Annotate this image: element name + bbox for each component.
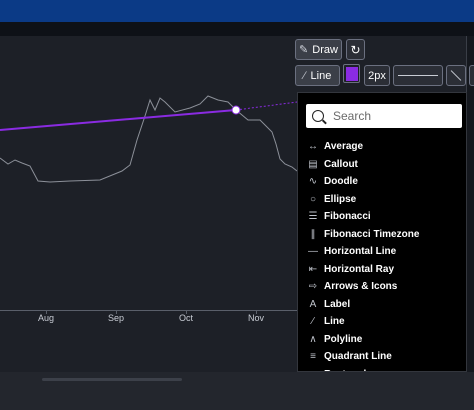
menu-item-fibonacci[interactable]: ☰ Fibonacci xyxy=(298,208,466,225)
polyline-icon: ∧ xyxy=(309,333,317,345)
x-tick-mark xyxy=(256,310,257,314)
average-icon: ↔ xyxy=(308,141,318,152)
line-width-selector[interactable]: 2px xyxy=(364,65,390,86)
pencil-icon: ✎ xyxy=(299,44,309,56)
arrow-icon: ⇨ xyxy=(308,281,318,292)
drawing-tool-label: Line xyxy=(310,69,332,82)
price-series-line xyxy=(0,95,298,183)
undo-icon: ↻ xyxy=(350,42,361,57)
x-tick-mark xyxy=(46,310,47,314)
x-tick-label: Sep xyxy=(107,313,125,323)
menu-item-label: Average xyxy=(324,141,364,152)
menu-item-ellipse[interactable]: ○ Ellipse xyxy=(298,191,466,208)
x-axis xyxy=(0,310,474,311)
menu-item-rectangle[interactable]: ▭ Rectangle xyxy=(298,366,466,372)
menu-item-label: Ellipse xyxy=(324,193,357,205)
menu-item-callout[interactable]: ▤ Callout xyxy=(298,156,466,173)
doodle-icon: ∿ xyxy=(308,176,318,187)
x-tick-label: Aug xyxy=(37,313,55,323)
menu-item-label: Arrows & Icons xyxy=(324,281,398,292)
menu-item-polyline[interactable]: ∧ Polyline xyxy=(298,331,466,348)
menu-item-doodle[interactable]: ∿ Doodle xyxy=(298,173,466,190)
top-navigation-bar xyxy=(0,0,474,22)
x-tick-mark xyxy=(186,310,187,314)
line-width-label: 2px xyxy=(368,69,386,82)
menu-item-label: Label xyxy=(324,298,351,310)
axis-label-toggle[interactable] xyxy=(446,65,466,86)
label-icon: A xyxy=(309,298,317,310)
search-icon xyxy=(312,110,324,122)
horizontal-ray-icon: ⇤ xyxy=(308,263,318,275)
menu-item-label: Callout xyxy=(324,158,358,170)
toolbar-overflow-button[interactable] xyxy=(469,65,474,86)
menu-item-line[interactable]: ∕ Line xyxy=(298,313,466,330)
trend-line-handle xyxy=(231,105,241,115)
menu-item-label: Doodle xyxy=(324,176,358,187)
trend-line-extension xyxy=(235,101,298,111)
chart-navigator xyxy=(0,372,474,410)
menu-item-horizontal-line[interactable]: — Horizontal Line xyxy=(298,243,466,260)
line-icon: ∕ xyxy=(312,316,314,327)
quadrant-line-icon: ≡ xyxy=(310,351,316,362)
menu-item-quadrant-line[interactable]: ≡ Quadrant Line xyxy=(298,348,466,365)
menu-item-average[interactable]: ↔ Average xyxy=(298,138,466,155)
drawing-tools-menu: ↔ Average ▤ Callout ∿ Doodle ○ Ellipse ☰ Fibonacc… xyxy=(297,92,467,372)
color-swatch xyxy=(346,67,358,81)
drawn-trend-line xyxy=(0,109,237,131)
menu-item-fibonacci-timezone[interactable]: ∥ Fibonacci Timezone xyxy=(298,226,466,243)
line-style-selector[interactable] xyxy=(393,65,443,86)
menu-item-arrows-icons[interactable]: ⇨ Arrows & Icons xyxy=(298,278,466,295)
menu-item-label: Polyline xyxy=(324,333,363,345)
draw-button-label: Draw xyxy=(312,43,338,56)
draw-button[interactable]: ✎ Draw xyxy=(295,39,342,60)
drawing-tool-dropdown[interactable]: ∕ Line xyxy=(295,65,340,86)
x-tick-label: Nov xyxy=(247,313,265,323)
undo-button[interactable]: ↻ xyxy=(346,39,365,60)
menu-item-horizontal-ray[interactable]: ⇤ Horizontal Ray xyxy=(298,261,466,278)
menu-item-label[interactable]: A Label xyxy=(298,296,466,313)
price-axis-panel xyxy=(466,36,474,372)
solid-line-style-icon xyxy=(398,75,438,76)
menu-item-label: Fibonacci xyxy=(324,211,371,222)
header-strip xyxy=(0,22,474,36)
menu-item-label: Horizontal Line xyxy=(324,246,397,257)
horizontal-line-icon: — xyxy=(308,246,318,257)
fibonacci-timezone-icon: ∥ xyxy=(310,228,316,240)
line-color-picker[interactable] xyxy=(343,64,360,83)
menu-item-label: Rectangle xyxy=(324,369,372,372)
tool-search-box[interactable] xyxy=(306,104,462,128)
rectangle-icon: ▭ xyxy=(307,369,319,372)
x-tick-label: Oct xyxy=(178,313,194,323)
menu-item-label: Line xyxy=(324,316,345,327)
line-tool-icon: ∕ xyxy=(303,69,306,82)
menu-item-label: Fibonacci Timezone xyxy=(324,228,420,240)
menu-item-label: Quadrant Line xyxy=(324,351,392,362)
tool-search-input[interactable] xyxy=(333,109,453,123)
diagonal-line-icon xyxy=(450,70,462,81)
ellipse-icon: ○ xyxy=(309,193,317,205)
callout-icon: ▤ xyxy=(308,158,318,170)
x-tick-mark xyxy=(116,310,117,314)
menu-item-label: Horizontal Ray xyxy=(324,263,395,275)
fibonacci-icon: ☰ xyxy=(308,211,318,222)
chart-canvas xyxy=(0,95,298,183)
navigator-scroll-thumb[interactable] xyxy=(42,378,182,381)
